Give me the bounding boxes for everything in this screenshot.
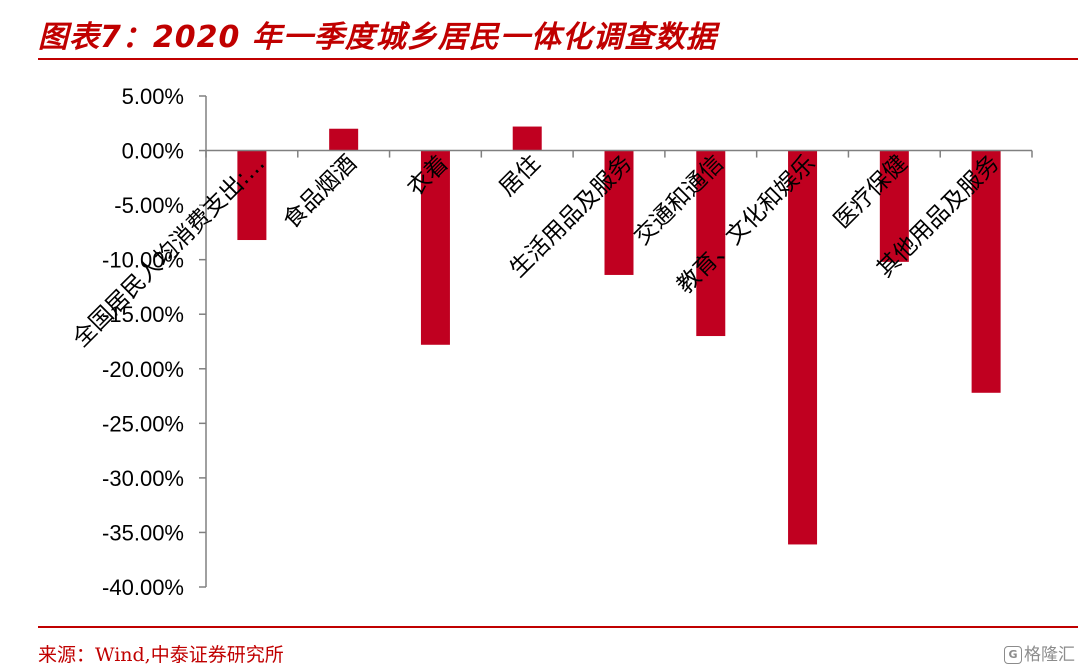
bar xyxy=(879,150,909,262)
bar xyxy=(512,126,542,151)
y-tick-label: -20.00% xyxy=(102,357,184,382)
y-tick-label: -10.00% xyxy=(102,248,184,273)
bar xyxy=(237,150,267,241)
y-axis: 5.00% 0.00% -5.00% -10.00% -15.00% -20.00% -25… xyxy=(102,84,207,600)
source-divider xyxy=(38,626,1078,628)
bar xyxy=(971,150,1001,393)
watermark-text: 格隆汇 xyxy=(1024,645,1075,665)
bar xyxy=(329,128,359,151)
y-tick-label: 0.00% xyxy=(122,139,184,164)
y-tick-label: -35.00% xyxy=(102,520,184,545)
category-label: 食品烟酒 xyxy=(278,150,361,233)
y-tick-label: -15.00% xyxy=(102,302,184,327)
bar-chart: 5.00% 0.00% -5.00% -10.00% -15.00% -20.00% -25… xyxy=(68,84,1033,600)
category-labels: 全国居民人均消费支出:... 食品烟酒 衣着 居住生活用品及服务交通和通信教育、文化和… xyxy=(68,150,1004,352)
chart-title: 图表7：2020 年一季度城乡居民一体化调查数据 xyxy=(38,20,717,55)
y-tick-label: -5.00% xyxy=(114,193,184,218)
bar xyxy=(420,150,450,345)
title-divider xyxy=(38,58,1078,60)
category-label: 居住 xyxy=(495,150,546,201)
bar xyxy=(788,150,818,545)
bar xyxy=(604,150,634,275)
y-tick-label: -25.00% xyxy=(102,411,184,436)
bar xyxy=(696,150,726,337)
watermark-logo-icon: G xyxy=(1004,646,1022,664)
watermark: G 格隆汇 xyxy=(1004,640,1075,665)
bars xyxy=(237,126,1001,545)
y-tick-label: -30.00% xyxy=(102,466,184,491)
y-tick-label: -40.00% xyxy=(102,575,184,600)
y-tick-label: 5.00% xyxy=(122,84,184,109)
source-note: 来源：Wind,中泰证券研究所 xyxy=(38,644,284,666)
x-axis xyxy=(205,149,1033,158)
